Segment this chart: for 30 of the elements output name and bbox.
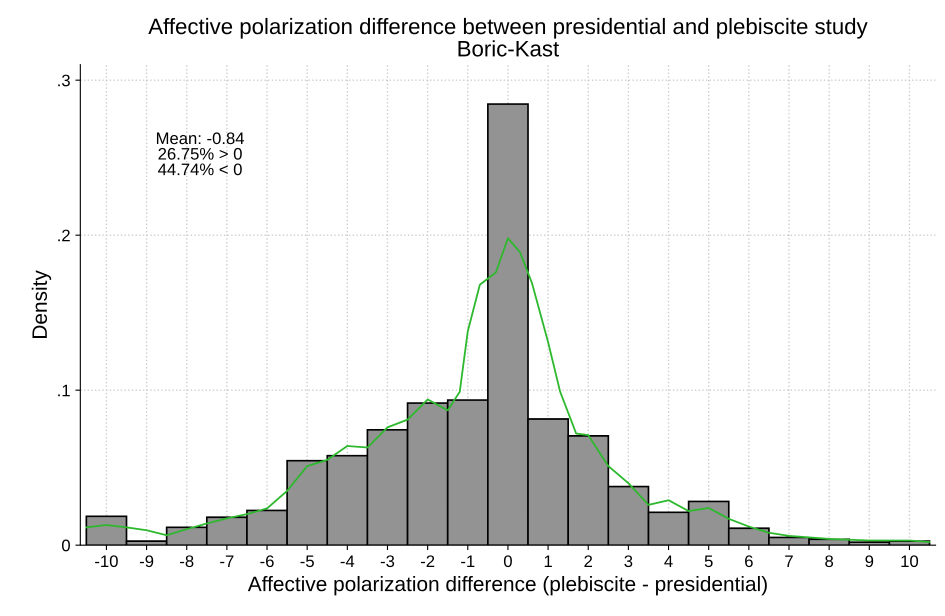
x-tick-label: -10: [95, 555, 118, 568]
x-tick-label: -7: [220, 555, 234, 567]
y-tick-label: 0: [62, 540, 70, 552]
x-tick-label: 3: [624, 555, 632, 568]
x-tick-label: -1: [461, 555, 474, 567]
y-tick-label: .1: [58, 384, 70, 396]
x-tick-label: 4: [664, 555, 673, 567]
x-tick-label: 8: [825, 555, 834, 568]
x-tick-label: 6: [745, 555, 753, 568]
line-series: [85, 237, 930, 543]
x-tick-label: 7: [785, 555, 793, 567]
x-tick-label: 1: [544, 555, 552, 567]
x-tick-label: -9: [140, 555, 154, 568]
y-axis-title: Density: [32, 270, 52, 338]
chart-title: Affective polarization difference between presidential and plebiscite study Boric-Kast: [148, 18, 868, 57]
x-tick-label: -8: [180, 555, 194, 568]
y-tick-label: .3: [58, 74, 70, 86]
x-tick-label: -5: [300, 555, 314, 568]
x-tick-label: -6: [260, 555, 274, 568]
x-tick-label: 9: [865, 555, 874, 568]
annotation: Mean: -0.84 26.75% > 0 44.74% < 0: [156, 132, 244, 176]
x-tick-label: 2: [584, 555, 592, 567]
x-tick-label: 10: [901, 555, 918, 568]
x-axis-title: Affective polarization difference (plebiscite - presidential): [248, 576, 767, 596]
x-tick-label: -4: [340, 555, 354, 567]
x-tick-label: 0: [504, 555, 512, 568]
x-tick-label: -2: [420, 555, 434, 567]
x-tick-label: -3: [380, 555, 394, 568]
y-tick-label: .2: [58, 230, 70, 242]
x-tick-label: 5: [704, 555, 713, 568]
